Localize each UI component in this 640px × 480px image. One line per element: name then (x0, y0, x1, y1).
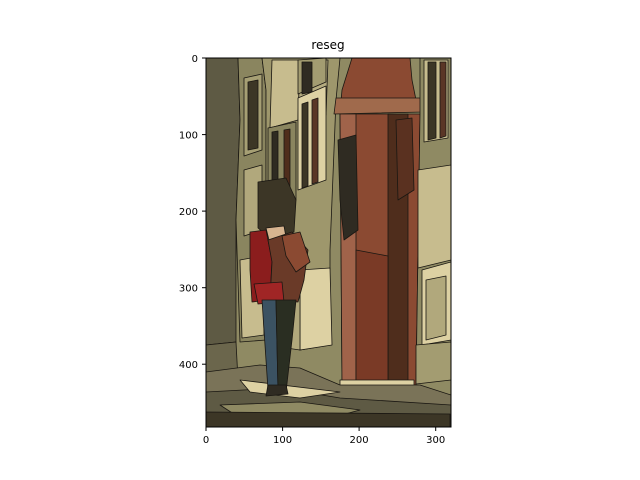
x-tick-label: 200 (350, 435, 369, 446)
figure-title: reseg (311, 38, 344, 52)
y-axis: 0 100 200 300 400 (179, 54, 206, 371)
y-tick-label: 400 (179, 360, 198, 371)
x-tick-label: 0 (203, 435, 209, 446)
y-tick-label: 0 (192, 54, 198, 65)
y-tick-label: 100 (179, 131, 198, 142)
x-tick-label: 300 (426, 435, 445, 446)
axes-frame (205, 57, 452, 428)
segmented-image (206, 58, 451, 427)
x-tick-label: 100 (273, 435, 292, 446)
y-tick-label: 300 (179, 284, 198, 295)
y-tick-label: 200 (179, 207, 198, 218)
x-axis: 0 100 200 300 (203, 427, 445, 446)
